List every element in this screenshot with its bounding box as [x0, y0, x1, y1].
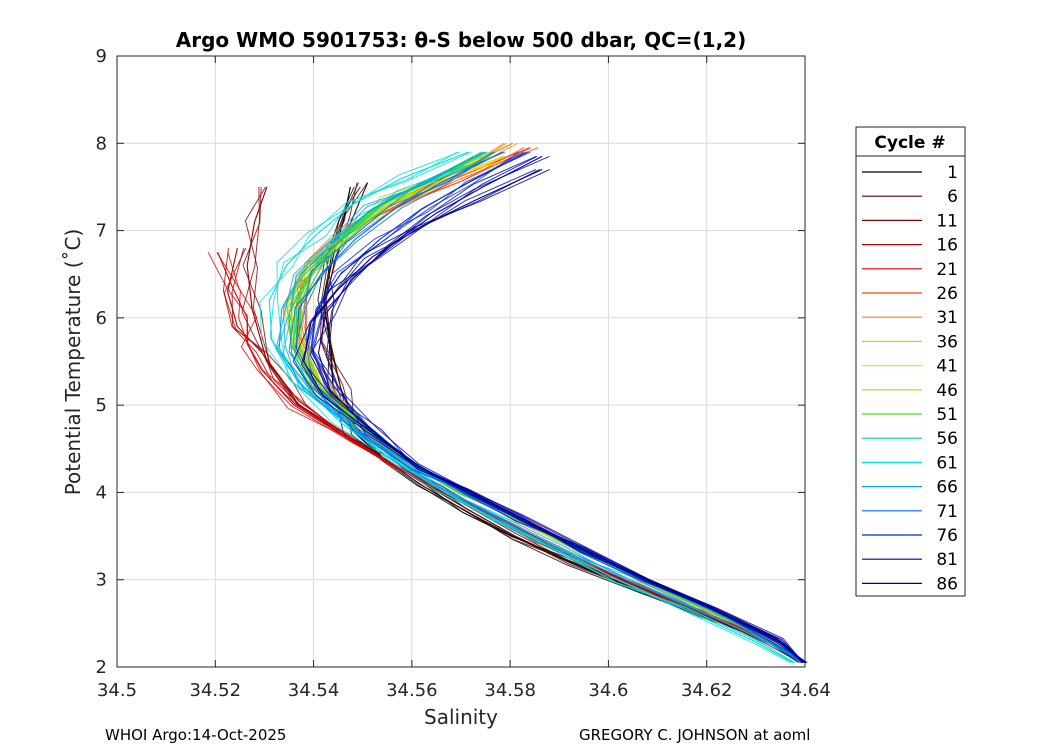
plot-frame [116, 55, 806, 668]
legend-label: 26 [936, 284, 958, 304]
legend-label: 46 [936, 381, 958, 401]
legend-label: 71 [936, 502, 958, 522]
legend-item: 76 [862, 526, 958, 546]
y-tick-label: 3 [96, 570, 107, 591]
x-tick-label: 34.58 [484, 680, 536, 701]
y-tick-label: 4 [96, 482, 107, 503]
x-tick-label: 34.56 [386, 680, 438, 701]
grid [116, 55, 806, 668]
legend-label: 16 [936, 236, 958, 256]
legend-item: 26 [862, 284, 958, 304]
axis-ticks: 34.5 34.52 34.54 34.56 34.58 34.6 34.62 34.64 2 3… [96, 46, 831, 701]
legend-label: 1 [947, 163, 958, 183]
legend-label: 21 [936, 260, 958, 280]
legend-item: 86 [862, 574, 958, 594]
legend-item: 31 [862, 308, 958, 328]
legend-item: 6 [862, 187, 958, 207]
y-tick-label: 7 [96, 221, 107, 242]
legend-item: 11 [862, 211, 958, 231]
legend-label: 51 [936, 405, 958, 425]
y-tick-label: 5 [96, 395, 107, 416]
series-variant-line [311, 151, 808, 664]
legend-label: 81 [936, 550, 958, 570]
legend-label: 61 [936, 453, 958, 473]
y-tick-label: 6 [96, 308, 107, 329]
legend-title: Cycle # [874, 133, 945, 153]
x-tick-label: 34.5 [97, 680, 137, 701]
legend-label: 76 [936, 526, 958, 546]
legend-label: 36 [936, 332, 958, 352]
legend-item: 71 [862, 502, 958, 522]
x-tick-label: 34.54 [288, 680, 340, 701]
series-variant-line [292, 169, 804, 663]
x-tick-label: 34.64 [779, 680, 831, 701]
legend-box [855, 126, 966, 597]
legend-item: 21 [862, 260, 958, 280]
legend-item: 36 [862, 332, 958, 352]
y-tick-label: 8 [96, 133, 107, 154]
legend-label: 6 [947, 187, 958, 207]
y-tick-label: 2 [96, 657, 107, 678]
legend-label: 86 [936, 574, 958, 594]
legend-item: 51 [862, 405, 958, 425]
legend-item: 56 [862, 429, 958, 449]
series-variant-line [269, 151, 791, 664]
legend-label: 11 [936, 211, 958, 231]
chart-title: Argo WMO 5901753: θ-S below 500 dbar, QC… [176, 28, 746, 52]
y-axis-label: Potential Temperature (˚C) [61, 229, 85, 496]
series-line-cycle-61 [268, 151, 793, 664]
y-tick-label: 9 [96, 46, 107, 67]
legend-item: 41 [862, 357, 958, 377]
legend-item: 1 [862, 163, 958, 183]
legend-item: 81 [862, 550, 958, 570]
series-lines [207, 142, 808, 664]
legend-label: 41 [936, 357, 958, 377]
legend-item: 16 [862, 236, 958, 256]
footer-credit: GREGORY C. JOHNSON at aoml [579, 726, 811, 744]
legend-label: 31 [936, 308, 958, 328]
series-variant-line [303, 169, 804, 663]
legend-item: 61 [862, 453, 958, 473]
legend: Cycle # 16111621263136414651566166717681… [855, 126, 966, 597]
series-line-cycle-86 [303, 169, 806, 664]
footer-date: WHOI Argo:14-Oct-2025 [105, 726, 287, 744]
legend-item: 46 [862, 381, 958, 401]
x-tick-label: 34.62 [681, 680, 733, 701]
x-tick-label: 34.52 [190, 680, 242, 701]
x-tick-label: 34.6 [588, 680, 628, 701]
plot-area [117, 56, 805, 667]
x-axis-label: Salinity [424, 705, 498, 729]
legend-label: 56 [936, 429, 958, 449]
legend-item: 66 [862, 478, 958, 498]
legend-label: 66 [936, 478, 958, 498]
